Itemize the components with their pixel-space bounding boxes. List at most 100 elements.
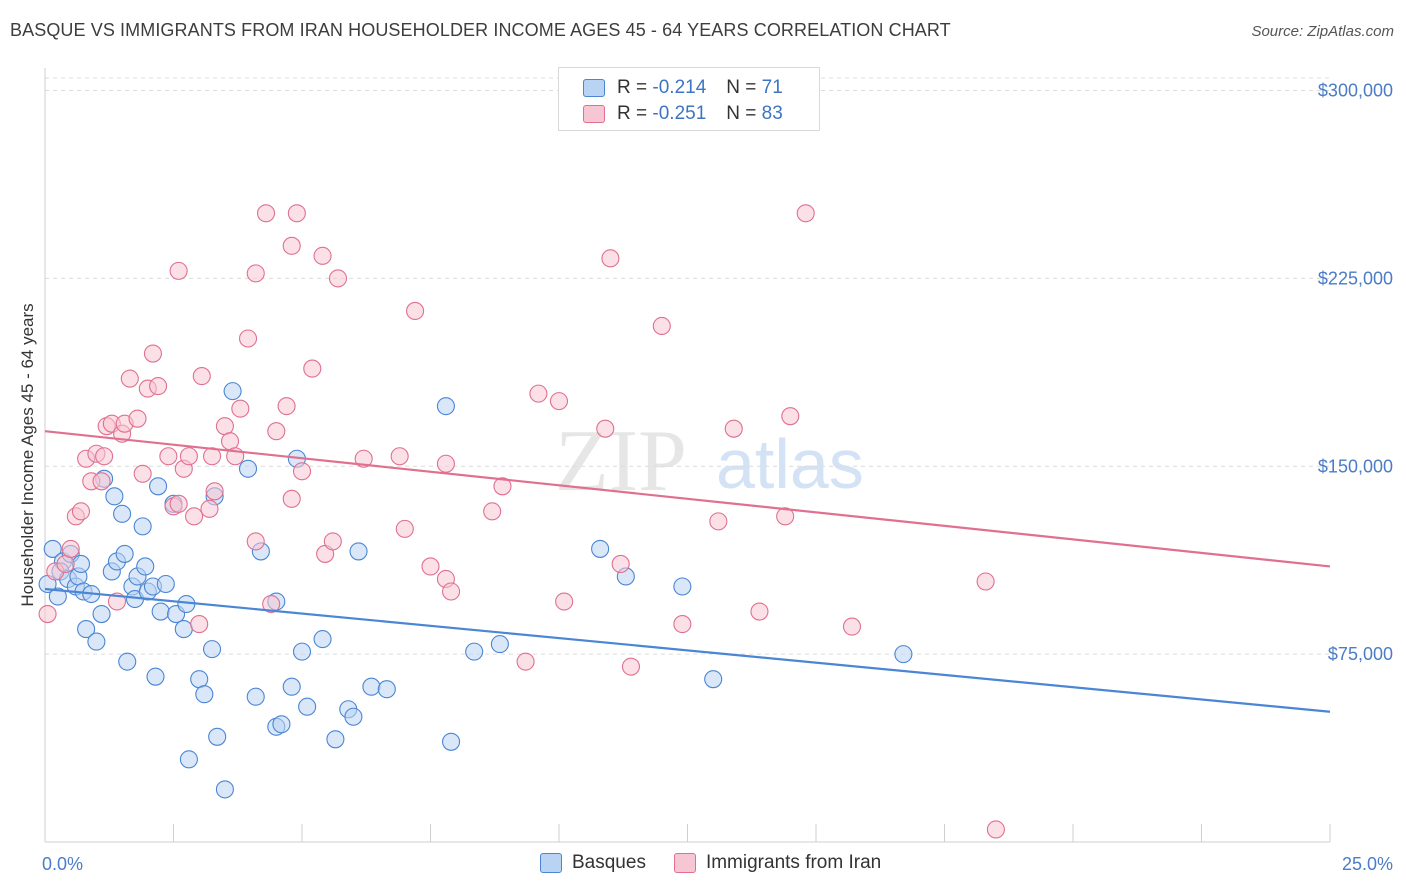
basques-point bbox=[174, 620, 193, 639]
iran-point bbox=[149, 377, 168, 396]
iran-point bbox=[267, 422, 286, 441]
y-axis-title: Householder Income Ages 45 - 64 years bbox=[18, 303, 37, 606]
iran-point bbox=[395, 519, 414, 538]
iran-point bbox=[143, 344, 162, 363]
iran-point bbox=[282, 236, 301, 255]
basques-point bbox=[105, 487, 124, 506]
legend-r-label: R = bbox=[617, 103, 648, 124]
basques-point bbox=[215, 780, 234, 799]
basques-legend-label: Basques bbox=[572, 852, 646, 873]
iran-point bbox=[673, 615, 692, 634]
source-label: Source: ZipAtlas.com bbox=[1251, 23, 1394, 40]
basques-point bbox=[151, 602, 170, 621]
iran-point bbox=[776, 507, 795, 526]
legend-row-basques: R = -0.214 N = 71 bbox=[583, 76, 783, 100]
iran-point bbox=[120, 369, 139, 388]
x-tick-label: 0.0% bbox=[42, 854, 83, 874]
basques-point bbox=[591, 539, 610, 558]
stats-legend: R = -0.214 N = 71 R = -0.251 N = 83 bbox=[558, 67, 820, 131]
basques-point bbox=[292, 642, 312, 661]
iran-point bbox=[596, 419, 615, 438]
iran-legend-label: Immigrants from Iran bbox=[705, 852, 882, 873]
legend-n-value: 71 bbox=[761, 77, 783, 98]
legend-row-iran: R = -0.251 N = 83 bbox=[583, 102, 783, 126]
iran-point bbox=[215, 417, 234, 436]
iran-point bbox=[601, 249, 620, 268]
legend-r-value: -0.214 bbox=[652, 77, 707, 98]
bottom-legend: Basques Immigrants from Iran bbox=[540, 852, 909, 874]
iran-point bbox=[56, 554, 75, 574]
watermark-atlas: atlas bbox=[716, 425, 864, 503]
iran-point bbox=[246, 264, 265, 283]
iran-point bbox=[709, 512, 728, 531]
y-tick-label: $225,000 bbox=[1318, 268, 1393, 288]
basques-point bbox=[465, 642, 484, 661]
basques-point bbox=[133, 517, 152, 536]
basques-point bbox=[377, 680, 396, 699]
iran-point bbox=[796, 204, 815, 223]
basques-point bbox=[179, 750, 198, 769]
iran-point bbox=[190, 615, 209, 634]
iran-point bbox=[71, 502, 91, 521]
basques-point bbox=[442, 732, 461, 751]
iran-point bbox=[442, 582, 461, 601]
basques-point bbox=[92, 605, 111, 624]
basques-point bbox=[238, 459, 258, 478]
iran-point bbox=[483, 502, 502, 521]
x-tick-label: 25.0% bbox=[1342, 854, 1393, 874]
iran-point bbox=[842, 617, 862, 636]
iran-point bbox=[529, 384, 548, 403]
iran-point bbox=[282, 489, 301, 508]
legend-n-label: N = bbox=[726, 103, 757, 124]
basques-point bbox=[282, 677, 301, 696]
iran-point bbox=[95, 447, 114, 466]
iran-point bbox=[192, 367, 211, 386]
iran-point bbox=[313, 246, 332, 265]
basques-point bbox=[272, 715, 291, 734]
bottom-legend-iran: Immigrants from Iran bbox=[673, 852, 882, 874]
basques-point bbox=[490, 635, 509, 654]
iran-point bbox=[220, 432, 240, 451]
basques-point bbox=[118, 652, 137, 671]
legend-r-label: R = bbox=[617, 77, 648, 98]
iran-point bbox=[169, 494, 188, 513]
iran-point bbox=[92, 472, 111, 491]
iran-point bbox=[277, 397, 296, 416]
iran-point bbox=[185, 507, 204, 526]
iran-legend-swatch bbox=[673, 853, 696, 873]
legend-n-label: N = bbox=[726, 77, 757, 98]
iran-point bbox=[287, 204, 306, 223]
iran-trend-line bbox=[44, 430, 1331, 568]
basques-point bbox=[208, 727, 227, 746]
iran-swatch bbox=[583, 105, 605, 123]
iran-point bbox=[179, 447, 198, 466]
basques-point bbox=[71, 554, 91, 574]
basques-point bbox=[326, 730, 345, 749]
basques-point bbox=[113, 504, 132, 523]
basques-point bbox=[156, 574, 175, 594]
basques-point bbox=[362, 677, 381, 696]
iran-point bbox=[652, 316, 671, 336]
legend-r-value: -0.251 bbox=[652, 103, 707, 124]
iran-point bbox=[421, 557, 440, 576]
basques-point bbox=[704, 670, 723, 689]
iran-point bbox=[724, 419, 743, 438]
iran-point bbox=[246, 532, 265, 551]
basques-point bbox=[136, 557, 155, 576]
iran-point bbox=[328, 269, 348, 288]
basques-point bbox=[344, 707, 363, 726]
basques-point bbox=[149, 477, 168, 496]
basques-point bbox=[894, 645, 913, 664]
iran-point bbox=[128, 409, 147, 428]
watermark-zip: ZIP bbox=[555, 413, 687, 510]
iran-point bbox=[38, 605, 57, 624]
iran-point bbox=[205, 482, 224, 501]
iran-point bbox=[323, 532, 342, 551]
iran-point bbox=[292, 462, 312, 481]
legend-n-value: 83 bbox=[761, 103, 783, 124]
y-tick-label: $300,000 bbox=[1318, 81, 1393, 101]
basques-point bbox=[436, 397, 455, 416]
basques-point bbox=[246, 687, 265, 706]
iran-point bbox=[436, 454, 455, 473]
